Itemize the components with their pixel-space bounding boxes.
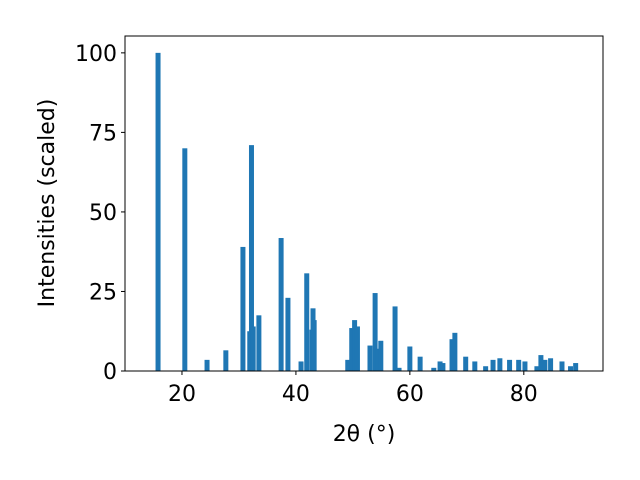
bar (392, 306, 398, 371)
bar (375, 348, 381, 371)
bar (538, 355, 544, 371)
bar (240, 246, 246, 371)
bar (407, 346, 413, 371)
y-tick-label: 50 (89, 201, 117, 226)
bar (449, 339, 455, 371)
bar (367, 345, 373, 371)
bar (304, 273, 310, 371)
bar (155, 52, 161, 371)
bar (182, 148, 188, 371)
bar (483, 366, 489, 371)
bar (534, 366, 540, 371)
bar (431, 367, 437, 371)
bar (311, 320, 317, 371)
bar (472, 361, 478, 371)
y-tick-label: 100 (75, 42, 117, 67)
x-tick-label: 60 (396, 382, 424, 407)
bar (542, 359, 548, 371)
bar (437, 361, 443, 371)
bar (507, 359, 513, 371)
bar (223, 350, 229, 371)
bar (573, 363, 579, 371)
y-tick-label: 25 (89, 280, 117, 305)
bar (463, 356, 469, 371)
bar (250, 326, 256, 371)
bar (440, 363, 446, 371)
bar (349, 328, 355, 371)
bar (372, 293, 378, 371)
bar (345, 359, 351, 371)
bar (396, 367, 402, 371)
y-tick-label: 0 (103, 360, 117, 385)
bar (522, 361, 528, 371)
bar (352, 320, 358, 371)
bar (278, 238, 284, 371)
x-tick-label: 80 (510, 382, 538, 407)
x-axis-label: 2θ (°) (333, 422, 396, 447)
bar (298, 361, 304, 371)
bar (378, 340, 384, 371)
bar (204, 359, 210, 371)
bar (497, 358, 503, 371)
bar (568, 366, 574, 371)
bar (548, 358, 554, 371)
bar (417, 356, 423, 371)
bar (354, 326, 360, 371)
plot-frame (124, 35, 604, 372)
bar (516, 359, 522, 371)
bar (559, 361, 565, 371)
bar (452, 332, 458, 371)
bar (248, 145, 254, 371)
bar (256, 315, 262, 371)
x-tick-label: 20 (168, 382, 196, 407)
bar (285, 297, 291, 371)
y-tick-label: 75 (89, 121, 117, 146)
bar (490, 359, 496, 371)
y-axis-label: Intensities (scaled) (35, 99, 60, 308)
x-tick-label: 40 (282, 382, 310, 407)
